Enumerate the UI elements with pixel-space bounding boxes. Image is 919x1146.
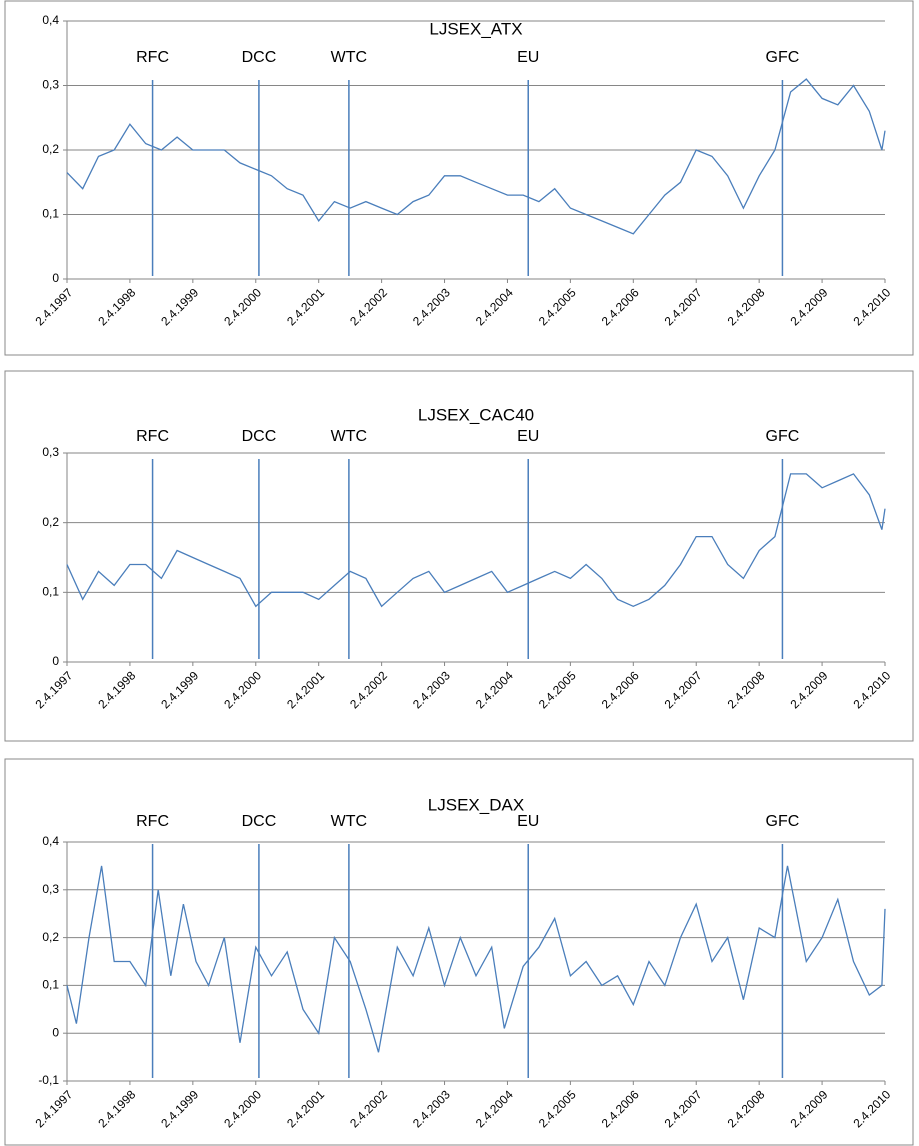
x-tick-label: 2.4.1997: [32, 285, 75, 328]
chart-title: LJSEX_CAC40: [418, 405, 534, 424]
x-tick-label: 2.4.2004: [473, 285, 516, 328]
x-tick-label: 2.4.1998: [95, 285, 138, 328]
x-tick-label: 2.4.2009: [788, 285, 831, 328]
event-label: WTC: [331, 428, 367, 445]
x-tick-label: 2.4.2010: [850, 1087, 893, 1130]
x-tick-label: 2.4.2006: [599, 285, 642, 328]
event-label: EU: [517, 813, 539, 830]
x-tick-label: 2.4.1997: [32, 1087, 75, 1130]
event-label: GFC: [766, 428, 800, 445]
x-tick-label: 2.4.2000: [221, 668, 264, 711]
event-label: WTC: [331, 813, 367, 830]
x-tick-label: 2.4.2000: [221, 1087, 264, 1130]
event-label: DCC: [242, 813, 277, 830]
x-tick-label: 2.4.2003: [410, 285, 453, 328]
data-line: [66, 78, 886, 235]
y-tick-label: 0,3: [42, 78, 59, 92]
y-tick-label: 0,1: [42, 978, 59, 992]
event-label: GFC: [766, 813, 800, 830]
x-tick-label: 2.4.2003: [410, 1087, 453, 1130]
x-tick-label: 2.4.1997: [32, 668, 75, 711]
x-tick-label: 2.4.2006: [599, 668, 642, 711]
event-label: DCC: [242, 49, 277, 66]
y-tick-label: 0,4: [42, 13, 59, 27]
x-tick-label: 2.4.2002: [347, 668, 390, 711]
event-label: GFC: [766, 49, 800, 66]
y-tick-label: 0: [52, 1025, 59, 1039]
x-tick-label: 2.4.2006: [599, 1087, 642, 1130]
x-tick-label: 2.4.2008: [725, 1087, 768, 1130]
y-tick-label: -0,1: [38, 1073, 59, 1087]
x-tick-label: 2.4.2009: [788, 668, 831, 711]
x-tick-label: 2.4.2002: [347, 1087, 390, 1130]
x-tick-label: 2.4.2001: [284, 1087, 327, 1130]
data-line: [66, 473, 886, 608]
x-tick-label: 2.4.2005: [536, 1087, 579, 1130]
y-tick-label: 0,2: [42, 930, 59, 944]
x-tick-label: 2.4.2009: [788, 1087, 831, 1130]
event-label: RFC: [136, 813, 169, 830]
y-tick-label: 0,1: [42, 585, 59, 599]
y-tick-label: 0,1: [42, 207, 59, 221]
x-tick-label: 2.4.2007: [662, 668, 705, 711]
event-label: DCC: [242, 428, 277, 445]
x-tick-label: 2.4.1999: [158, 285, 201, 328]
x-tick-label: 2.4.2007: [662, 285, 705, 328]
x-tick-label: 2.4.2004: [473, 1087, 516, 1130]
x-tick-label: 2.4.2004: [473, 668, 516, 711]
chart-title: LJSEX_ATX: [429, 19, 522, 38]
x-tick-label: 2.4.2000: [221, 285, 264, 328]
x-tick-label: 2.4.2005: [536, 668, 579, 711]
x-tick-label: 2.4.1998: [95, 668, 138, 711]
y-tick-label: 0,4: [42, 834, 59, 848]
x-tick-label: 2.4.2010: [850, 668, 893, 711]
x-tick-label: 2.4.2007: [662, 1087, 705, 1130]
event-label: RFC: [136, 428, 169, 445]
y-tick-label: 0,2: [42, 515, 59, 529]
x-tick-label: 2.4.1999: [158, 668, 201, 711]
y-tick-label: 0,2: [42, 142, 59, 156]
x-tick-label: 2.4.2002: [347, 285, 390, 328]
y-tick-label: 0,3: [42, 445, 59, 459]
x-tick-label: 2.4.2001: [284, 668, 327, 711]
y-tick-label: 0: [52, 654, 59, 668]
x-tick-label: 2.4.2008: [725, 285, 768, 328]
x-tick-label: 2.4.1998: [95, 1087, 138, 1130]
chart-frame: [4, 370, 914, 742]
chart-frame: [4, 0, 914, 356]
event-label: EU: [517, 49, 539, 66]
x-tick-label: 2.4.2005: [536, 285, 579, 328]
y-tick-label: 0: [52, 271, 59, 285]
y-tick-label: 0,3: [42, 882, 59, 896]
x-tick-label: 2.4.2008: [725, 668, 768, 711]
event-label: WTC: [331, 49, 367, 66]
x-tick-label: 2.4.2003: [410, 668, 453, 711]
event-label: EU: [517, 428, 539, 445]
x-tick-label: 2.4.2010: [850, 285, 893, 328]
chart-frame: [4, 758, 914, 1146]
x-tick-label: 2.4.1999: [158, 1087, 201, 1130]
event-label: RFC: [136, 49, 169, 66]
data-line: [66, 865, 886, 1053]
x-tick-label: 2.4.2001: [284, 285, 327, 328]
chart-title: LJSEX_DAX: [428, 795, 524, 814]
